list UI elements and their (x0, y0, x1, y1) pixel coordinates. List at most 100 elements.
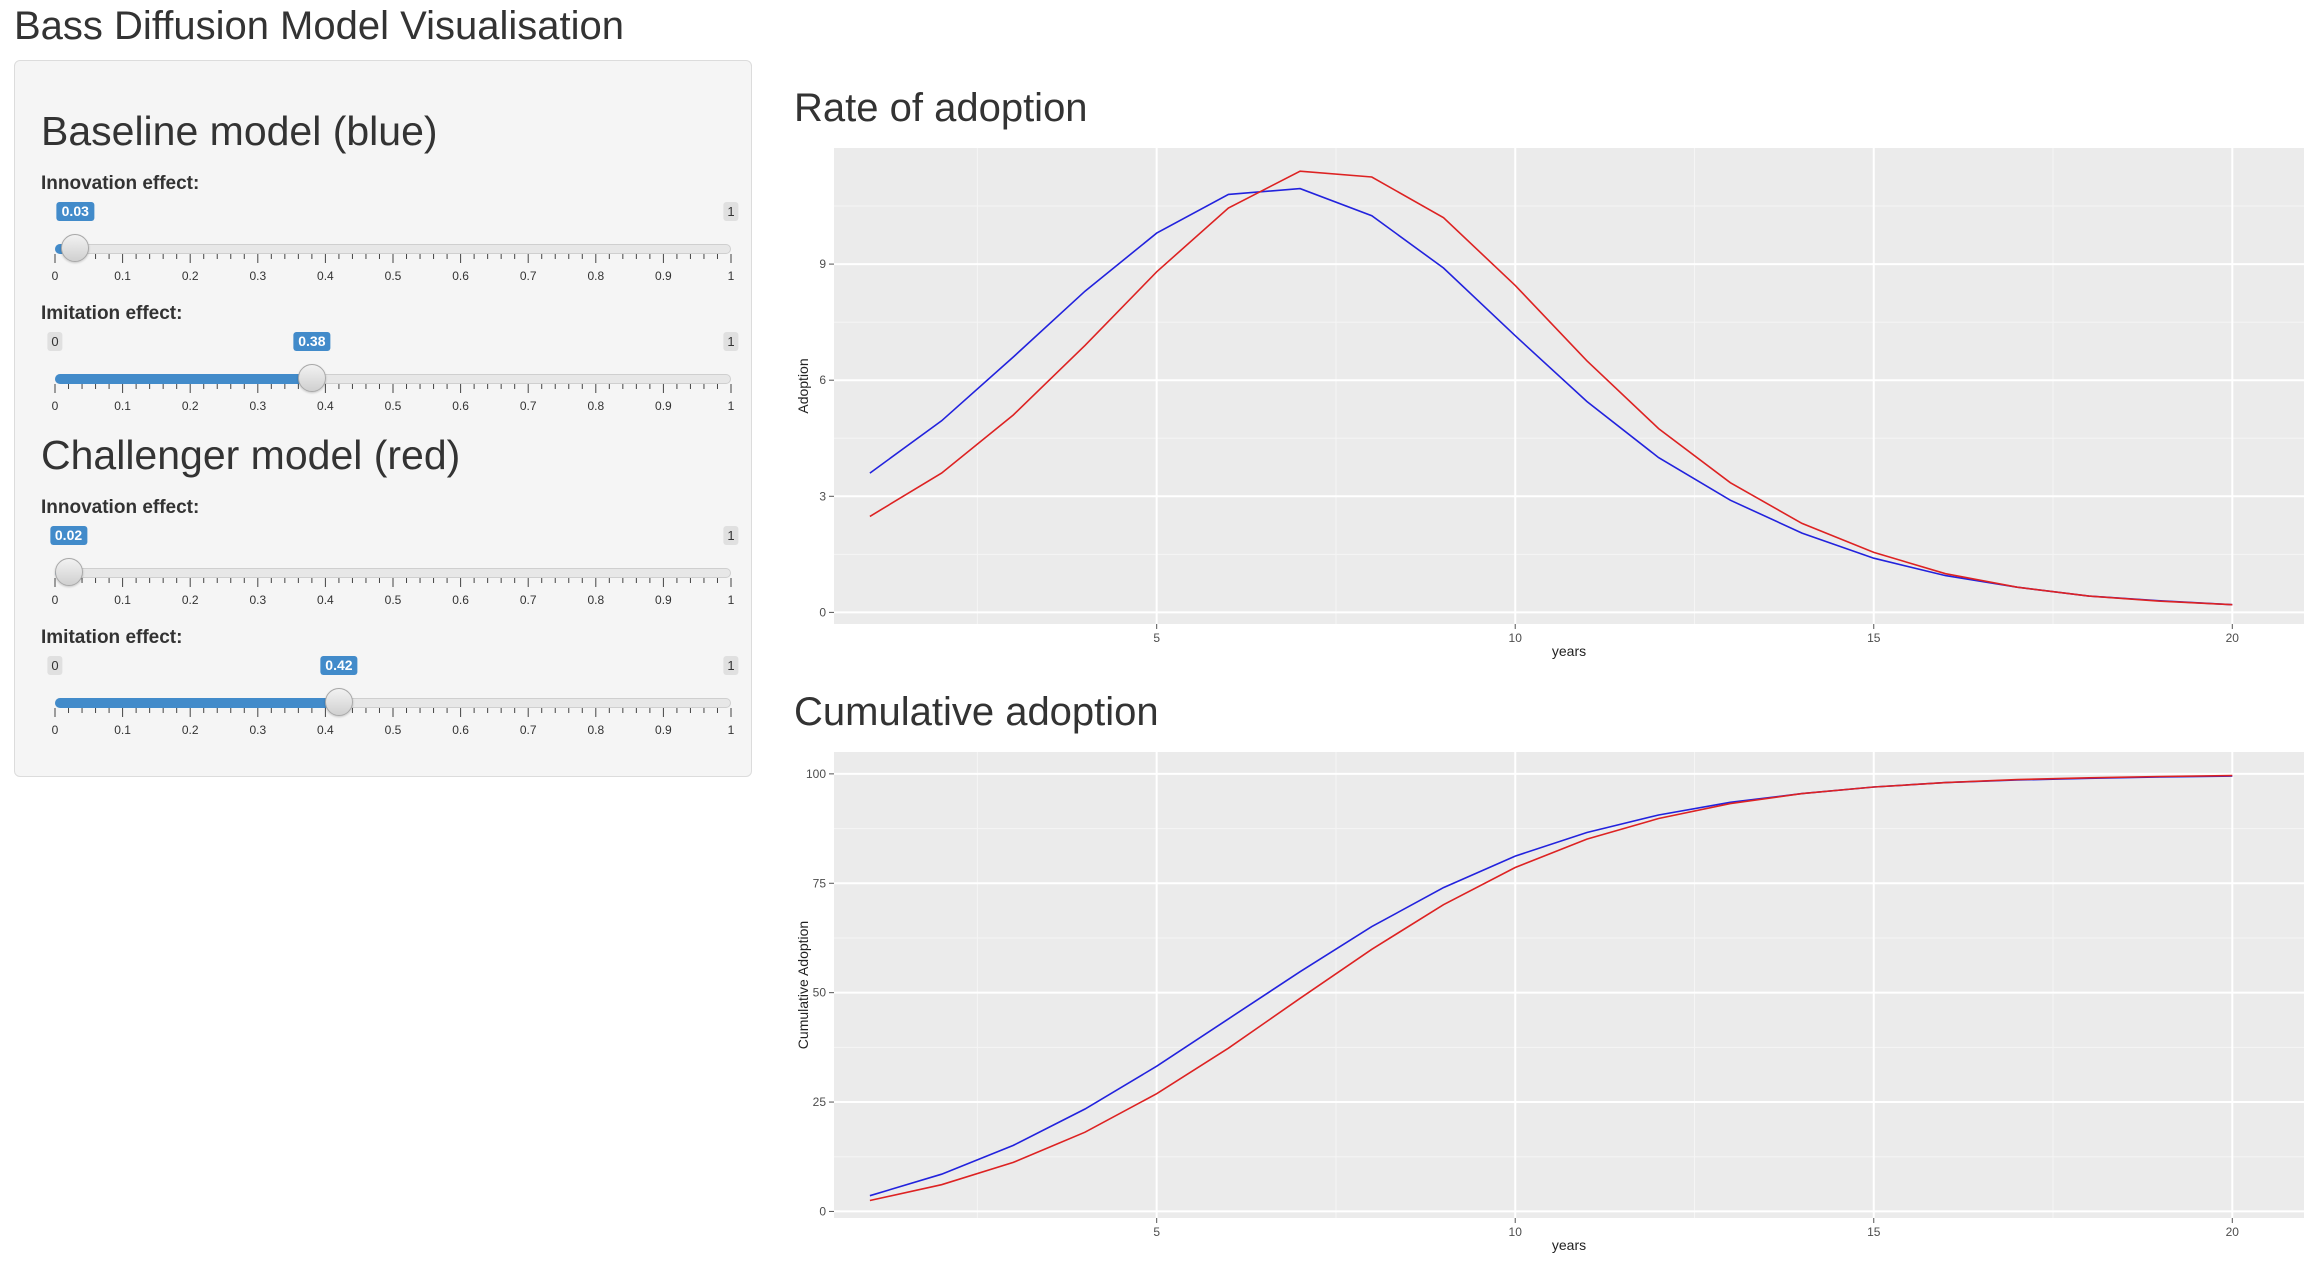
x-axis-label: years (1552, 1237, 1586, 1253)
slider-tick-label: 0.7 (520, 593, 537, 607)
slider-handle[interactable] (54, 558, 83, 586)
slider-tick-label: 0.8 (587, 593, 604, 607)
baseline-heading: Baseline model (blue) (41, 108, 438, 154)
slider-tick-label: 0.6 (452, 269, 469, 283)
sidebar-panel: Baseline model (blue) Innovation effect:… (14, 60, 752, 777)
challenger-innovation-slider[interactable]: 1 0.02 0 0.1 0.2 0.3 0.4 0.5 0.6 0.7 0.8 0.9 1 (41, 525, 741, 625)
baseline-innovation-label: Innovation effect: (41, 173, 200, 194)
slider-tick-label: 0.5 (385, 269, 402, 283)
slider-tick-label: 0.1 (114, 723, 131, 737)
x-tick-label: 15 (1867, 631, 1881, 645)
slider-grid: 0 0.1 0.2 0.3 0.4 0.5 0.6 0.7 0.8 0.9 1 (52, 384, 735, 413)
slider-tick-label: 0.8 (587, 723, 604, 737)
slider-tick-label: 0.2 (182, 723, 199, 737)
x-tick-label: 10 (1509, 631, 1523, 645)
challenger-imitation-slider[interactable]: 0 1 0.42 0 0.1 0.2 0.3 0.4 0.5 0.6 0.7 0.8 0.9 1 (41, 655, 741, 755)
slider-tick-label: 0.5 (385, 723, 402, 737)
y-tick-label: 0 (819, 605, 826, 619)
slider-value-bubble: 0.42 (320, 656, 358, 675)
slider-tick-label: 0.7 (520, 723, 537, 737)
slider-tick-label: 0.9 (655, 269, 672, 283)
page-title: Bass Diffusion Model Visualisation (14, 4, 624, 48)
slider-min-label: 0 (47, 332, 63, 351)
y-tick-label: 100 (806, 767, 826, 781)
y-tick-label: 0 (819, 1204, 826, 1218)
slider-tick-label: 0.7 (520, 269, 537, 283)
slider-tick-label: 0.1 (114, 269, 131, 283)
slider-tick-label: 0 (52, 269, 59, 283)
challenger-imitation-label: Imitation effect: (41, 627, 183, 648)
slider-tick-label: 0.2 (182, 269, 199, 283)
y-tick-label: 6 (819, 373, 826, 387)
slider-tick-label: 0.6 (452, 723, 469, 737)
slider-handle[interactable] (61, 234, 90, 262)
x-tick-label: 5 (1153, 1225, 1160, 1239)
slider-value-bubble: 0.02 (49, 526, 88, 545)
slider-tick-label: 0.3 (249, 399, 266, 413)
slider-fill (55, 698, 339, 708)
slider-grid: 0 0.1 0.2 0.3 0.4 0.5 0.6 0.7 0.8 0.9 1 (52, 708, 735, 737)
slider-value-bubble: 0.38 (293, 332, 331, 351)
baseline-innovation-slider[interactable]: 1 0.03 0 0.1 0.2 0.3 0.4 0.5 0.6 0.7 0.8 0.9 1 (41, 201, 741, 301)
rate-of-adoption-chart: 5 10 15 20 0 3 6 9 years Adoption (795, 148, 2304, 659)
slider-tick-label: 1 (728, 593, 735, 607)
slider-tick-label: 0.5 (385, 593, 402, 607)
slider-tick-label: 0 (52, 723, 59, 737)
slider-tick-label: 0 (52, 399, 59, 413)
slider-tick-label: 0.3 (249, 269, 266, 283)
challenger-heading: Challenger model (red) (41, 432, 461, 478)
slider-tick-label: 0.7 (520, 399, 537, 413)
slider-tick-label: 0.8 (587, 269, 604, 283)
slider-grid: 0 0.1 0.2 0.3 0.4 0.5 0.6 0.7 0.8 0.9 1 (52, 254, 735, 283)
plot-panel (834, 752, 2304, 1218)
slider-max-label: 1 (723, 656, 739, 675)
slider-min-label: 0 (47, 656, 63, 675)
y-tick-label: 50 (813, 986, 827, 1000)
y-tick-label: 9 (819, 257, 826, 271)
baseline-imitation-label: Imitation effect: (41, 303, 183, 324)
slider-max-label: 1 (723, 332, 739, 351)
slider-tick-label: 0.4 (317, 399, 334, 413)
y-tick-label: 25 (813, 1095, 827, 1109)
slider-tick-label: 0.2 (182, 593, 199, 607)
slider-max-label: 1 (723, 526, 739, 545)
baseline-imitation-slider[interactable]: 0 1 0.38 0 0.1 0.2 0.3 0.4 0.5 0.6 0.7 0.8 0.9 1 (41, 331, 741, 431)
slider-tick-label: 0.4 (317, 723, 334, 737)
slider-tick-label: 0.9 (655, 723, 672, 737)
slider-tick-label: 0.2 (182, 399, 199, 413)
y-tick-label: 3 (819, 489, 826, 503)
slider-handle[interactable] (297, 364, 326, 392)
x-tick-label: 20 (2226, 631, 2240, 645)
y-axis-label: Cumulative Adoption (795, 921, 811, 1049)
slider-tick-label: 0.6 (452, 399, 469, 413)
slider-tick-label: 0.3 (249, 593, 266, 607)
cumulative-adoption-chart: 5 10 15 20 0 25 50 75 100 years Cumulative Adoptio… (795, 752, 2304, 1253)
slider-tick-label: 0.9 (655, 593, 672, 607)
slider-max-label: 1 (723, 202, 739, 221)
slider-tick-label: 0.8 (587, 399, 604, 413)
rate-of-adoption-title: Rate of adoption (794, 86, 1088, 130)
x-axis-label: years (1552, 643, 1586, 659)
series-line-challenger (869, 170, 2233, 606)
x-tick-label: 5 (1153, 631, 1160, 645)
slider-tick-label: 0.9 (655, 399, 672, 413)
y-axis-label: Adoption (795, 358, 811, 413)
slider-tick-label: 1 (728, 269, 735, 283)
slider-tick-label: 1 (728, 399, 735, 413)
slider-fill (55, 374, 312, 384)
y-tick-label: 75 (813, 876, 827, 890)
x-tick-label: 20 (2226, 1225, 2240, 1239)
slider-handle[interactable] (324, 688, 353, 716)
slider-tick-label: 0.4 (317, 593, 334, 607)
slider-tick-label: 1 (728, 723, 735, 737)
challenger-innovation-label: Innovation effect: (41, 497, 200, 518)
slider-tick-label: 0.5 (385, 399, 402, 413)
slider-grid: 0 0.1 0.2 0.3 0.4 0.5 0.6 0.7 0.8 0.9 1 (52, 578, 735, 607)
slider-tick-label: 0 (52, 593, 59, 607)
slider-value-bubble: 0.03 (56, 202, 94, 221)
slider-tick-label: 0.6 (452, 593, 469, 607)
series-line-challenger (869, 774, 2233, 1202)
x-tick-label: 10 (1509, 1225, 1523, 1239)
slider-tick-label: 0.4 (317, 269, 334, 283)
x-tick-label: 15 (1867, 1225, 1881, 1239)
